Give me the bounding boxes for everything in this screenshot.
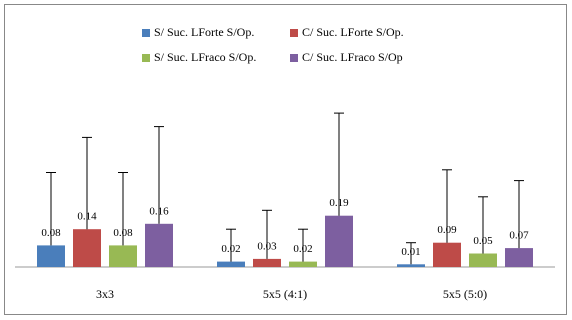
- chart-border: [4, 4, 567, 315]
- bar: [253, 258, 281, 267]
- data-label: 0.16: [149, 205, 169, 217]
- data-label: 0.08: [41, 227, 61, 239]
- data-label: 0.07: [509, 230, 529, 242]
- data-label: 0.02: [293, 243, 312, 255]
- bar: [325, 215, 353, 267]
- bar: [37, 245, 65, 267]
- bar: [505, 248, 533, 267]
- legend-label: C/ Suc. LForte S/Op.: [302, 25, 404, 39]
- data-label: 0.05: [473, 235, 493, 247]
- data-label: 0.01: [401, 246, 420, 258]
- legend-swatch: [142, 29, 150, 37]
- data-label: 0.09: [437, 224, 457, 236]
- bar: [469, 253, 497, 267]
- legend-swatch: [290, 54, 298, 62]
- legend-swatch: [142, 54, 150, 62]
- x-tick-label: 5x5 (5:0): [443, 287, 487, 301]
- data-label: 0.02: [221, 243, 240, 255]
- bar: [289, 261, 317, 267]
- legend-label: C/ Suc. LFraco S/Op: [302, 50, 403, 64]
- x-tick-label: 5x5 (4:1): [263, 287, 307, 301]
- x-tick-label: 3x3: [96, 287, 114, 301]
- bar: [109, 245, 137, 267]
- data-label: 0.14: [77, 211, 97, 223]
- data-label: 0.03: [257, 240, 277, 252]
- legend-swatch: [290, 29, 298, 37]
- bar: [433, 242, 461, 267]
- bar: [73, 229, 101, 267]
- legend-label: S/ Suc. LFraco S/Op.: [154, 50, 256, 64]
- bar: [217, 261, 245, 267]
- legend-label: S/ Suc. LForte S/Op.: [154, 25, 254, 39]
- data-label: 0.19: [329, 197, 349, 209]
- bar: [397, 264, 425, 267]
- data-label: 0.08: [113, 227, 133, 239]
- bar: [145, 223, 173, 267]
